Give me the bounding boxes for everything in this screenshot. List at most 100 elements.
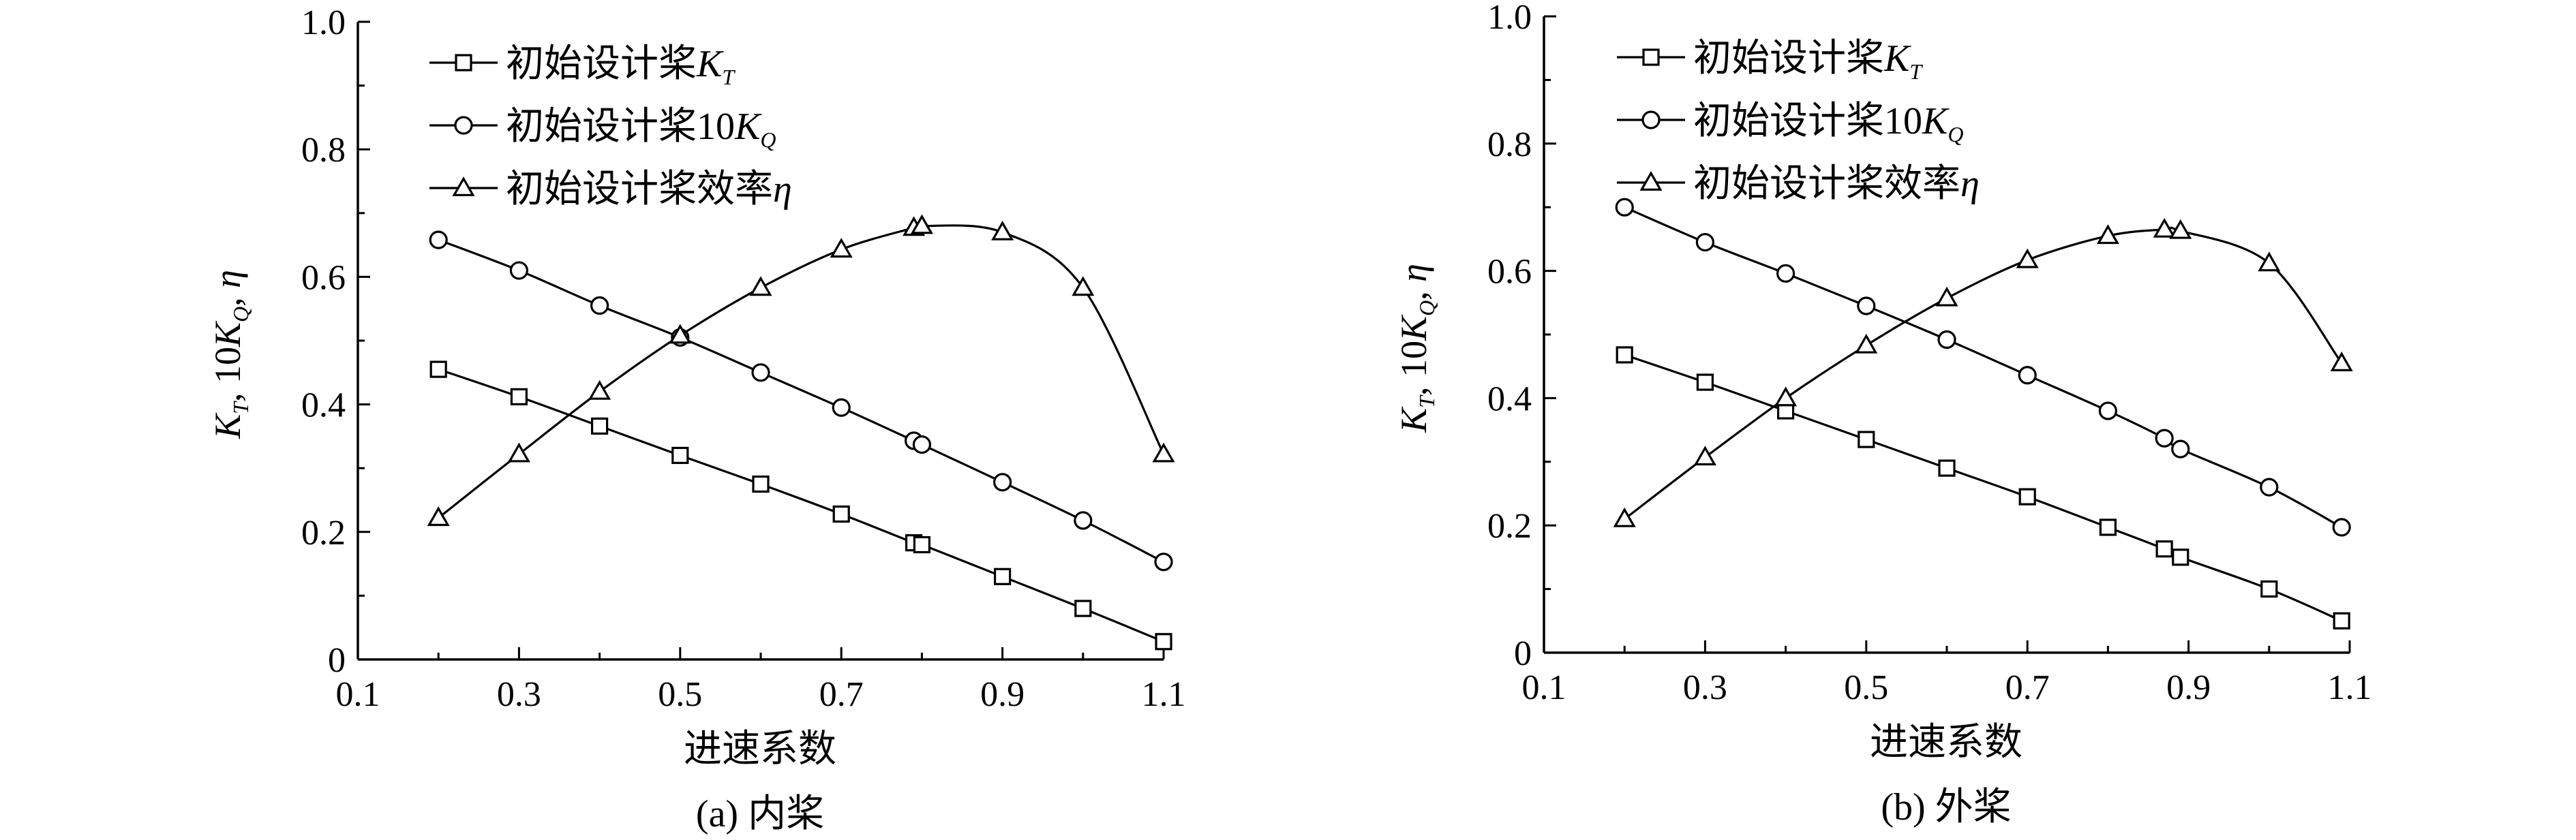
data-point bbox=[2169, 219, 2192, 239]
legend-marker bbox=[454, 116, 473, 135]
series-line bbox=[438, 223, 1165, 519]
data-point bbox=[1858, 431, 1875, 448]
legend-marker bbox=[1639, 171, 1663, 191]
data-point bbox=[669, 324, 692, 344]
data-point bbox=[429, 360, 447, 378]
x-axis-title: 进速系数 bbox=[684, 728, 836, 771]
x-tick-label: 0.5 bbox=[658, 675, 702, 714]
x-tick-label: 0.7 bbox=[819, 675, 864, 714]
data-point bbox=[2018, 366, 2037, 385]
data-point bbox=[1693, 446, 1716, 466]
data-point bbox=[1072, 276, 1095, 296]
data-point bbox=[590, 417, 609, 435]
x-tick-label: 0.9 bbox=[2166, 668, 2211, 707]
series-line bbox=[1624, 206, 2342, 529]
data-point bbox=[992, 473, 1012, 492]
data-point bbox=[427, 506, 450, 527]
data-point bbox=[1615, 198, 1634, 217]
legend-label: 初始设计桨KT bbox=[506, 43, 736, 89]
data-point bbox=[2260, 580, 2278, 598]
legend-marker bbox=[1642, 48, 1660, 66]
data-point bbox=[1857, 296, 1876, 315]
data-point bbox=[590, 296, 609, 315]
chart-caption: (b) 外桨 bbox=[1881, 786, 2011, 828]
y-axis-title: KT, 10KQ, η bbox=[1393, 264, 1439, 433]
y-tick-label: 0.6 bbox=[1487, 253, 1532, 292]
series-1 bbox=[429, 360, 1172, 651]
series-2 bbox=[1615, 198, 2351, 537]
data-point bbox=[2333, 612, 2350, 629]
y-tick-label: 0.8 bbox=[301, 131, 346, 170]
legend-marker bbox=[1641, 110, 1661, 129]
data-point bbox=[1938, 459, 1956, 477]
data-point bbox=[509, 261, 529, 280]
data-point bbox=[1616, 346, 1633, 364]
legend-label: 初始设计桨10KQ bbox=[506, 106, 776, 152]
series-line bbox=[438, 368, 1164, 643]
x-tick-label: 0.3 bbox=[497, 675, 541, 714]
data-point bbox=[2099, 518, 2117, 536]
x-tick-label: 0.3 bbox=[1683, 668, 1727, 707]
y-axis-title: KT, 10KQ, η bbox=[207, 270, 253, 439]
data-point bbox=[671, 446, 689, 465]
data-point bbox=[510, 388, 528, 405]
data-point bbox=[588, 379, 611, 400]
legend: 初始设计桨KT 初始设计桨10KQ 初始设计桨效率η bbox=[1617, 37, 1980, 205]
data-point bbox=[1695, 232, 1714, 252]
data-point bbox=[1074, 511, 1093, 530]
data-point bbox=[1154, 553, 1173, 572]
data-point bbox=[832, 505, 850, 523]
data-point bbox=[507, 442, 530, 463]
y-tick-label: 1.0 bbox=[1487, 0, 1532, 37]
data-point bbox=[1152, 442, 1175, 463]
data-point bbox=[2155, 429, 2174, 448]
data-point bbox=[2172, 548, 2189, 566]
data-point bbox=[2016, 248, 2039, 268]
data-point bbox=[1774, 386, 1798, 407]
x-tick-label: 0.9 bbox=[980, 675, 1025, 714]
data-point bbox=[1155, 633, 1172, 651]
y-tick-label: 1.0 bbox=[301, 3, 346, 42]
data-point bbox=[912, 435, 932, 454]
data-point bbox=[2171, 439, 2190, 458]
x-tick-label: 1.1 bbox=[1142, 675, 1186, 714]
data-point bbox=[2096, 224, 2119, 245]
data-point bbox=[910, 214, 933, 234]
data-point bbox=[1696, 373, 1714, 391]
data-point bbox=[2153, 217, 2176, 238]
legend-label: 初始设计桨KT bbox=[1693, 37, 1923, 84]
legend: 初始设计桨KT 初始设计桨10KQ 初始设计桨效率η bbox=[429, 43, 792, 211]
series-line bbox=[438, 238, 1164, 563]
data-point bbox=[991, 220, 1014, 240]
y-tick-label: 0.4 bbox=[301, 386, 346, 425]
x-tick-label: 0.5 bbox=[1844, 668, 1888, 707]
data-point bbox=[1935, 286, 1958, 307]
legend-label: 初始设计桨效率η bbox=[506, 168, 792, 211]
x-axis-title: 进速系数 bbox=[1870, 721, 2022, 764]
data-point bbox=[2018, 488, 2036, 505]
data-point bbox=[751, 363, 770, 382]
y-tick-label: 0.4 bbox=[1487, 379, 1532, 418]
y-tick-label: 0.8 bbox=[1487, 125, 1532, 164]
chart-caption: (a) 内桨 bbox=[696, 793, 824, 835]
data-point bbox=[752, 475, 770, 493]
y-tick-label: 0.2 bbox=[301, 514, 346, 553]
chart-panel-2: 0.1 0.3 0.5 0.7 0.9 1.1 0 0.2 0.4 0.6 0.8 1.0 进速系数 KT… bbox=[1393, 0, 2372, 828]
y-tick-label: 0.2 bbox=[1487, 507, 1532, 546]
legend-marker bbox=[455, 54, 472, 72]
data-point bbox=[993, 567, 1012, 585]
data-point bbox=[749, 276, 772, 296]
series-3 bbox=[427, 214, 1175, 527]
x-tick-label: 1.1 bbox=[2328, 668, 2372, 707]
x-tick-label: 0.1 bbox=[336, 675, 380, 714]
data-point bbox=[2098, 401, 2117, 420]
x-tick-label: 0.1 bbox=[1522, 668, 1566, 707]
series-3 bbox=[1613, 217, 2353, 527]
data-point bbox=[832, 398, 851, 417]
series-1 bbox=[1616, 346, 2350, 629]
y-tick-label: 0 bbox=[328, 641, 346, 680]
data-point bbox=[830, 238, 853, 258]
chart-panel-1: 0.1 0.3 0.5 0.7 0.9 1.1 0 0.2 0.4 0.6 0.8 1.0 进速系数 KT… bbox=[207, 3, 1186, 835]
legend-label: 初始设计桨效率η bbox=[1693, 163, 1980, 205]
